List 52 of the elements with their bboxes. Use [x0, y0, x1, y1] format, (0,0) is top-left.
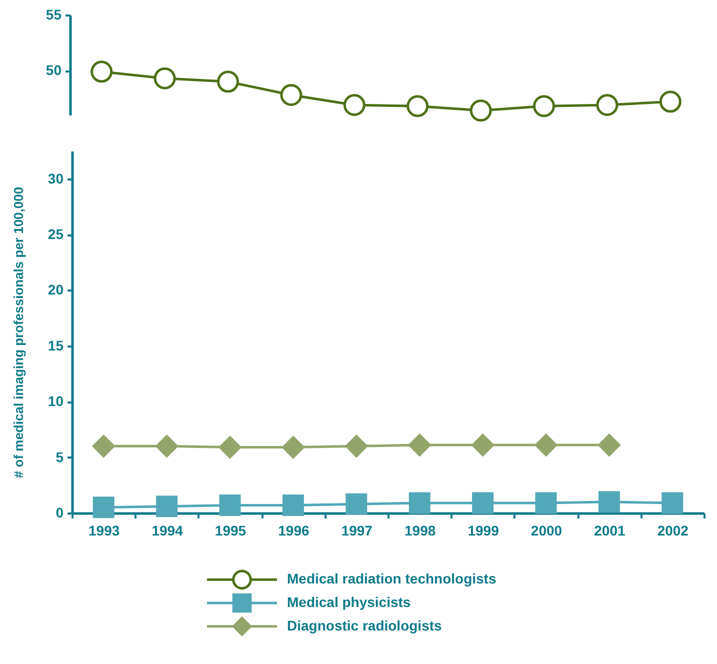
- point: [92, 496, 114, 518]
- text: Medical radiation technologists: [287, 570, 496, 587]
- point: [282, 436, 304, 459]
- y-tick-label: 30: [48, 170, 64, 186]
- x-tick-label: 1997: [341, 522, 373, 538]
- point: [343, 94, 366, 116]
- y-tick-label: 5: [56, 448, 64, 465]
- x-tick-label: 2000: [530, 522, 562, 538]
- y-tick-label: 20: [48, 282, 64, 298]
- legend-label: Medical physicists: [287, 594, 411, 610]
- point: [92, 434, 115, 458]
- point: [598, 491, 620, 513]
- x-tick-label: 1999: [468, 522, 500, 538]
- point: [345, 434, 368, 458]
- y-axis-title: # of medical imaging professionals per 100,000: [10, 186, 26, 478]
- point: [219, 494, 241, 516]
- y-tick-label: 50: [46, 62, 62, 78]
- point: [156, 434, 178, 458]
- x-tick-label: 2001: [594, 522, 626, 538]
- point: [534, 434, 558, 456]
- x-tick-label: 1993: [88, 522, 120, 538]
- point: [406, 95, 429, 118]
- x-tick-label: 2002: [657, 522, 689, 538]
- point: [218, 436, 242, 459]
- x-tick-label: 1996: [278, 522, 310, 538]
- x-tick-label: 1995: [214, 522, 246, 538]
- point: [154, 67, 176, 90]
- point: [408, 434, 431, 456]
- x-tick-label: 1998: [404, 522, 436, 538]
- y-tick-label: 0: [56, 504, 64, 520]
- point: [659, 90, 682, 113]
- y-tick-label: 15: [48, 337, 64, 354]
- x-tick-label: 1994: [152, 522, 184, 538]
- point: [535, 492, 557, 514]
- y-tick-label: 10: [48, 393, 64, 410]
- point: [472, 492, 494, 514]
- y-tick-label: 25: [48, 226, 64, 242]
- point: [470, 100, 492, 122]
- point: [598, 434, 620, 456]
- legend-label: Diagnostic radiologists: [287, 617, 442, 634]
- point: [156, 496, 178, 518]
- point: [662, 492, 684, 514]
- point: [282, 494, 304, 516]
- point: [346, 493, 368, 515]
- point: [472, 434, 494, 456]
- y-tick-label: 55: [46, 6, 62, 22]
- point: [90, 60, 113, 83]
- point: [217, 70, 239, 93]
- point: [408, 492, 430, 514]
- point: [596, 94, 618, 116]
- point: [280, 84, 302, 106]
- point: [533, 95, 555, 118]
